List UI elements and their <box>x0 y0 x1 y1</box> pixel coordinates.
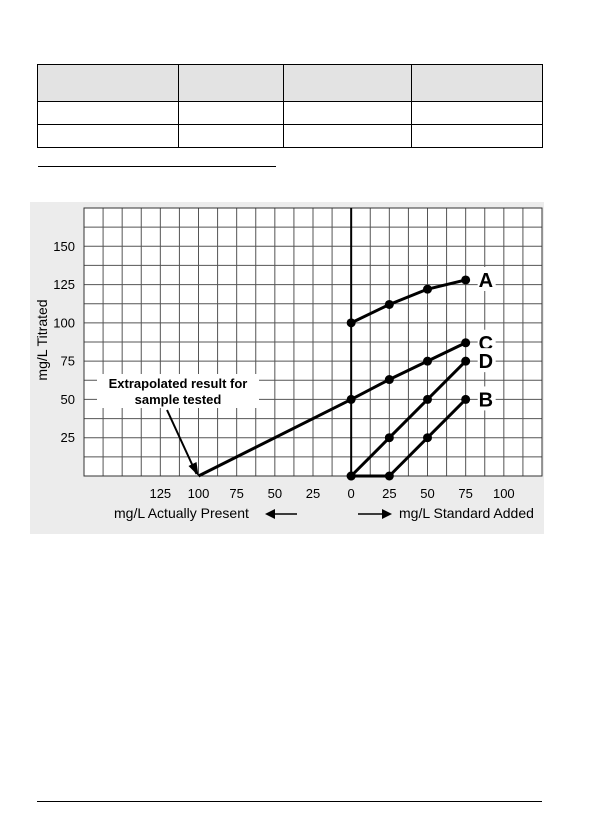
series-point-b <box>423 433 432 443</box>
series-point-a <box>461 275 471 285</box>
chart-grid <box>83 207 543 477</box>
series-point-b <box>461 394 471 404</box>
x-tick-label-right: 0 <box>348 486 355 501</box>
table-cell <box>411 101 543 125</box>
annotation-arrow-line <box>166 409 198 475</box>
x-tick-label-left: 75 <box>229 486 243 501</box>
series-point-c <box>461 338 471 348</box>
extrapolation-line <box>197 398 352 478</box>
table-cell <box>283 101 412 125</box>
x-tick-label-left: 125 <box>149 486 171 501</box>
series-label-b: B <box>479 389 493 411</box>
caption-rule <box>38 166 276 167</box>
annotation-box <box>97 374 259 408</box>
series-label-bg <box>477 266 496 291</box>
annotation-text: Extrapolated result for <box>109 376 248 391</box>
series-line-c <box>350 341 467 401</box>
table-cell <box>37 101 179 125</box>
table-cell <box>37 124 179 148</box>
series-point-a <box>346 318 356 328</box>
tick-labels: 25 50 75 100 125 150 125 100 75 50 25 0 25 50 75 100 <box>53 239 514 501</box>
series-point-c <box>384 375 394 385</box>
annotation-arrowhead <box>188 462 199 476</box>
x-axis-label-right: mg/L Standard Added <box>399 505 534 521</box>
series-label-a: A <box>479 270 493 292</box>
series-line-a <box>350 278 467 325</box>
series-point-c <box>423 356 432 366</box>
table-header-cell <box>283 64 412 102</box>
y-tick-label: 100 <box>53 315 75 330</box>
table-row <box>37 124 543 148</box>
series-point-a <box>384 299 394 309</box>
y-tick-label: 150 <box>53 239 75 254</box>
series-label-bg <box>477 329 496 354</box>
series-point-d <box>461 356 471 366</box>
x-tick-label-right: 25 <box>382 486 396 501</box>
series-point-d <box>384 433 394 443</box>
x-tick-label-right: 50 <box>420 486 434 501</box>
series-point-c <box>346 394 356 404</box>
right-arrow-icon <box>382 509 392 519</box>
axis-labels: mg/L Titrated mg/L Actually Present mg/L S… <box>34 299 534 521</box>
annotation-text: sample tested <box>135 392 222 407</box>
series-label-d: D <box>479 351 493 373</box>
footer-rule <box>37 801 542 802</box>
x-tick-label-right: 75 <box>458 486 472 501</box>
y-tick-label: 125 <box>53 277 75 292</box>
table-header-cell <box>411 64 543 102</box>
left-arrow-icon <box>265 509 275 519</box>
table-cell <box>411 124 543 148</box>
y-tick-label: 75 <box>61 354 75 369</box>
table-header-row <box>37 64 543 102</box>
series-point-b <box>384 471 394 481</box>
result-table <box>37 64 543 148</box>
y-tick-label: 50 <box>61 392 75 407</box>
series-line-b <box>351 398 467 478</box>
series-label-bg <box>477 386 496 411</box>
table-header-cell <box>37 64 179 102</box>
series-label-bg <box>477 348 496 373</box>
x-tick-label-right: 100 <box>493 486 515 501</box>
series-point-a <box>423 284 432 294</box>
table-cell <box>178 124 284 148</box>
x-axis-label-left: mg/L Actually Present <box>114 505 249 521</box>
series-point-d <box>423 394 432 404</box>
table-cell <box>283 124 412 148</box>
series-line-d <box>350 360 467 478</box>
x-tick-label-left: 50 <box>268 486 282 501</box>
x-tick-label-left: 100 <box>188 486 210 501</box>
y-tick-label: 25 <box>61 430 75 445</box>
plot-border <box>83 207 543 477</box>
x-tick-label-left: 25 <box>306 486 320 501</box>
y-axis-label: mg/L Titrated <box>34 299 50 380</box>
series-point-b <box>346 471 356 481</box>
